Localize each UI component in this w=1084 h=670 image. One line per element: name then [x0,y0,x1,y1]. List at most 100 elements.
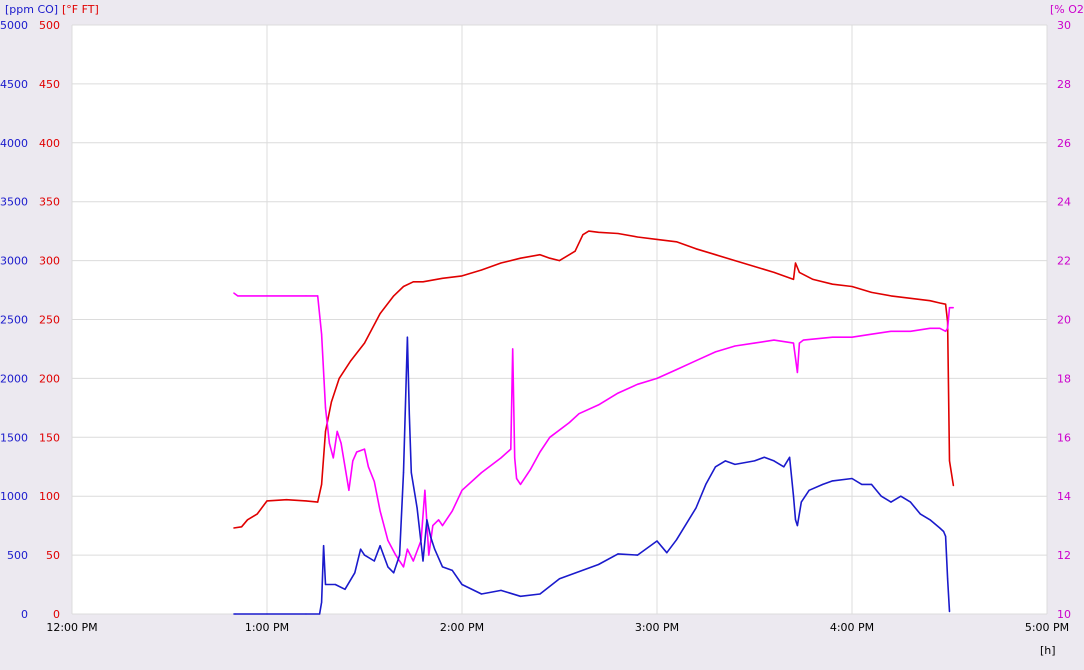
data-point [319,613,321,615]
data-point [321,601,323,603]
data-point [441,277,444,279]
data-point [734,345,736,347]
data-point [512,348,514,350]
o2-tick-label: 16 [1057,431,1071,444]
data-point [387,566,389,568]
o2-tick-label: 18 [1057,372,1071,385]
data-point [451,569,453,572]
data-point [831,283,834,285]
data-point [939,527,941,529]
data-point [480,593,483,595]
data-point [831,336,834,338]
o2-tick-label: 10 [1057,608,1071,621]
data-point [822,483,824,485]
x-tick-label: 12:00 PM [46,621,97,634]
data-point [588,230,590,232]
data-point [909,330,912,332]
data-point [909,501,912,503]
data-point [305,500,307,502]
data-point [812,278,814,280]
data-point [948,611,951,613]
data-point [338,377,340,379]
co-tick-label: 1000 [0,490,28,503]
data-point [870,291,873,293]
data-point [305,613,307,615]
data-point [387,539,389,542]
data-point [597,563,600,566]
series-line-right_o2 [233,292,954,568]
data-point [870,333,873,335]
data-point [656,238,658,240]
data-point [402,285,405,288]
temp-tick-label: 100 [39,490,60,503]
data-point [529,469,531,471]
data-point [266,613,268,615]
o2-tick-label: 24 [1057,196,1071,209]
data-point [416,507,418,509]
data-point [796,525,799,527]
data-point [233,613,235,615]
data-point [367,466,369,468]
data-point [373,560,375,562]
data-point [734,463,736,465]
data-point [323,545,325,547]
data-point [675,369,678,371]
data-point [794,262,797,264]
data-point [808,489,810,491]
temp-tick-label: 300 [39,255,60,268]
data-point [714,254,717,256]
data-point [796,371,799,374]
data-point [880,495,882,497]
data-point [519,483,522,485]
data-point [617,392,619,394]
data-point [800,501,802,503]
data-point [412,560,414,562]
data-point [753,342,756,344]
data-point [354,572,356,574]
temp-tick-label: 50 [46,549,60,562]
data-point [393,295,395,297]
data-point [451,510,453,512]
co-tick-label: 4000 [0,137,28,150]
data-point [582,234,584,236]
right-o2-unit-label: [% O2] [1050,3,1084,16]
co-tick-label: 2500 [0,314,28,327]
data-point [426,519,428,521]
data-point [348,489,350,491]
co-tick-label: 0 [21,608,28,621]
data-point [414,495,416,497]
x-tick-label: 3:00 PM [635,621,679,634]
data-point [356,451,358,453]
data-point [539,451,541,453]
data-point [373,480,375,483]
o2-tick-label: 12 [1057,549,1071,562]
data-point [945,330,947,332]
data-point [430,536,432,539]
data-point [794,519,797,521]
data-point [539,254,541,256]
data-point [675,241,678,243]
data-point [510,448,512,450]
co-tick-label: 3500 [0,196,28,209]
data-point [410,472,412,474]
data-point [500,589,502,592]
left-temp-unit-label: [°F FT] [62,3,99,16]
data-point [636,236,639,238]
data-point [516,477,518,480]
left-co-unit-label: [ppm CO] [5,3,58,16]
data-point [890,330,892,332]
data-point [379,545,381,547]
data-point [237,295,239,297]
data-point [328,442,330,444]
data-point [399,554,401,556]
data-point [947,327,949,329]
data-point [233,292,235,294]
data-point [952,307,955,309]
data-point [422,281,424,283]
data-point [597,404,600,406]
data-point [929,327,931,329]
data-point [438,519,440,521]
data-point [402,472,405,474]
data-point [432,525,434,527]
